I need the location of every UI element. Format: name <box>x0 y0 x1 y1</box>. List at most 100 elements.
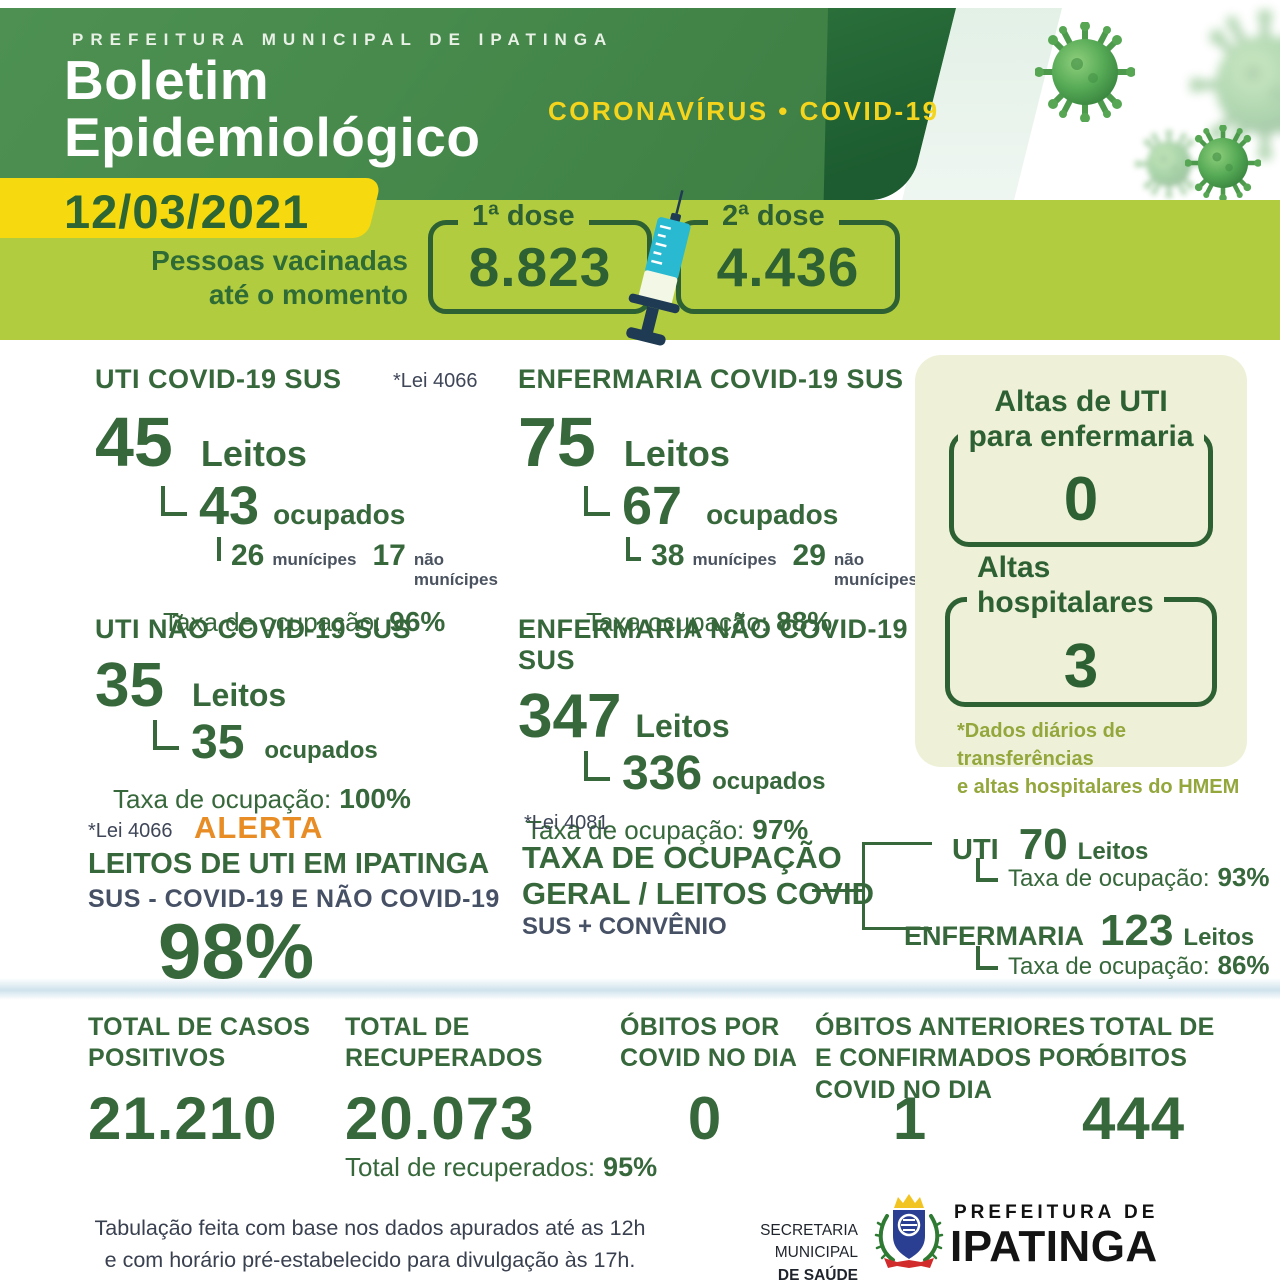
transfers-footnote-line2: e altas hospitalares do HMEM <box>957 776 1240 798</box>
tree-elbow <box>584 751 610 781</box>
daily-deaths-value: 0 <box>687 1085 723 1152</box>
dose1-value: 8.823 <box>468 236 612 298</box>
transfers-panel: Altas de UTI para enfermaria 0 Altas hos… <box>915 355 1247 798</box>
uti-discharge-value: 0 <box>1063 465 1099 534</box>
connector-line <box>812 889 862 892</box>
footer-brand-line2: IPATINGA <box>950 1222 1158 1271</box>
hospital-discharge-label-line2: hospitalares <box>967 585 1164 619</box>
law-note-general: *Lei 4081 <box>524 812 609 834</box>
total-beds-label: Leitos <box>635 708 730 744</box>
general-uti-label: UTI <box>952 834 999 866</box>
total-recovered-value: 20.073 <box>345 1085 535 1152</box>
residents-count: 26 <box>231 539 265 572</box>
occupied-beds: 35 <box>191 716 245 769</box>
prior-deaths-value: 1 <box>892 1085 928 1152</box>
alert-badge: ALERTA <box>194 810 324 845</box>
hospital-discharge-label: Altas hospitalares <box>967 551 1164 620</box>
occupied-beds: 43 <box>199 476 260 536</box>
connector-bracket <box>862 842 932 930</box>
transfers-footnote-line1: *Dados diários de transferências <box>957 720 1126 770</box>
occupancy-rate-value: 96% <box>389 606 446 637</box>
total-deaths-header: TOTAL DE ÓBITOS <box>1090 1012 1215 1075</box>
general-uti-rate: 93% <box>1217 862 1270 892</box>
total-deaths-header-line1: TOTAL DE <box>1090 1013 1215 1041</box>
coronavirus-icon <box>1035 22 1135 122</box>
general-enf-rate-label: Taxa de ocupação: <box>1008 953 1210 980</box>
total-beds: 35 <box>95 651 164 720</box>
occupied-label: ocupados <box>706 499 839 530</box>
occupied-label: ocupados <box>712 768 826 795</box>
page-title-line2: Epidemiológico <box>64 106 481 169</box>
tree-elbow <box>976 946 998 970</box>
tree-elbow <box>584 486 610 516</box>
tree-elbow <box>626 537 642 561</box>
coronavirus-icon <box>1185 125 1261 201</box>
transfers-footnote: *Dados diários de transferências e altas… <box>957 717 1247 801</box>
total-deaths-header-line2: ÓBITOS <box>1090 1044 1188 1073</box>
uti-discharge-label-line1: Altas de UTI <box>994 385 1168 418</box>
prior-deaths-header: ÓBITOS ANTERIORES E CONFIRMADOS POR COVI… <box>815 1012 1094 1106</box>
alert-subtitle: SUS - COVID-19 E NÃO COVID-19 <box>88 885 500 913</box>
occupancy-rate-label: Taxa de ocupação: <box>113 784 332 814</box>
non-residents-label: não munícipes <box>413 550 498 589</box>
residents-label: munícipes <box>272 550 357 569</box>
total-beds-label: Leitos <box>200 433 307 474</box>
header-subtitle: CORONAVÍRUS • COVID-19 <box>548 96 940 126</box>
tree-elbow <box>153 720 179 750</box>
section-enfermaria-covid-sus: ENFERMARIA COVID-19 SUS 75 Leitos 67 ocu… <box>518 364 918 638</box>
vaccinated-label: Pessoas vacinadas até o momento <box>140 244 408 311</box>
footer-note: Tabulação feita com base nos dados apura… <box>75 1212 665 1277</box>
total-beds: 75 <box>518 403 596 481</box>
footer-note-line1: Tabulação feita com base nos dados apura… <box>94 1216 646 1240</box>
law-note-alert: *Lei 4066 <box>88 820 173 842</box>
residents-label: munícipes <box>692 550 777 569</box>
total-beds: 45 <box>95 403 173 481</box>
section-enfermaria-nao-covid-sus: ENFERMARIA NÃO COVID-19 SUS 347 Leitos 3… <box>518 614 918 846</box>
footer-org-line2: DE SAÚDE <box>777 1266 858 1280</box>
section-uti-nao-covid-sus: UTI NÃO COVID-19 SUS 35 Leitos 35 ocupad… <box>95 614 495 815</box>
general-enf-label: ENFERMARIA <box>904 921 1084 951</box>
uti-discharge-label-line2: para enfermaria <box>958 419 1204 453</box>
general-title-line1: TAXA DE OCUPAÇÃO <box>522 840 842 875</box>
total-recovered-header-line1: TOTAL DE <box>345 1013 470 1041</box>
page-title-line1: Boletim <box>64 49 270 111</box>
tree-elbow <box>976 858 998 882</box>
total-cases-header-line2: POSITIVOS <box>88 1044 226 1073</box>
general-uti-rate-label: Taxa de ocupação: <box>1008 865 1210 892</box>
daily-deaths-header-line2: COVID NO DIA <box>620 1044 798 1073</box>
total-cases-value: 21.210 <box>88 1085 278 1152</box>
general-uti-rate-row: Taxa de ocupação: 93% <box>976 858 1270 893</box>
occupied-beds: 67 <box>622 476 683 536</box>
general-uti-beds: 70 <box>1018 820 1068 869</box>
section-title: UTI COVID-19 SUS <box>95 364 342 394</box>
prior-deaths-header-line1: ÓBITOS ANTERIORES <box>815 1013 1086 1041</box>
bulletin-date: 12/03/2021 <box>64 185 310 238</box>
total-beds-label: Leitos <box>191 677 287 713</box>
occupancy-rate-label: Taxa ocupação: <box>586 607 769 637</box>
recovered-rate-value: 95% <box>603 1152 658 1182</box>
footer-org: SECRETARIA MUNICIPAL DE SAÚDE <box>690 1220 858 1280</box>
non-residents-count: 17 <box>372 539 406 572</box>
occupied-label: ocupados <box>264 737 378 764</box>
total-beds-label: Leitos <box>623 433 730 474</box>
law-note-uti-covid: *Lei 4066 <box>393 370 478 392</box>
tree-elbow <box>161 486 187 516</box>
section-title: UTI NÃO COVID-19 SUS <box>95 614 412 644</box>
section-divider <box>0 978 1280 1000</box>
occupancy-rate-label: Taxa de ocupação: <box>163 607 382 637</box>
prior-deaths-header-line3: COVID NO DIA <box>815 1075 993 1104</box>
section-title: ENFERMARIA NÃO COVID-19 SUS <box>518 614 909 675</box>
dose2-value: 4.436 <box>716 236 860 298</box>
footer-org-line1: SECRETARIA MUNICIPAL <box>760 1222 858 1262</box>
general-enf-row: ENFERMARIA 123 Leitos <box>904 906 1254 956</box>
section-title: ENFERMARIA COVID-19 SUS <box>518 364 904 394</box>
page-title: Boletim Epidemiológico <box>64 49 481 169</box>
non-residents-label: não munícipes <box>833 550 919 589</box>
footer-brand-line1: PREFEITURA DE <box>954 1202 1159 1223</box>
general-enf-rate-row: Taxa de ocupação: 86% <box>976 946 1270 981</box>
daily-deaths-header-line1: ÓBITOS POR <box>620 1013 780 1041</box>
daily-deaths-header: ÓBITOS POR COVID NO DIA <box>620 1012 797 1075</box>
hospital-discharge-label-line1: Altas <box>977 551 1051 584</box>
footer-note-line2: e com horário pré-estabelecido para divu… <box>104 1248 636 1273</box>
